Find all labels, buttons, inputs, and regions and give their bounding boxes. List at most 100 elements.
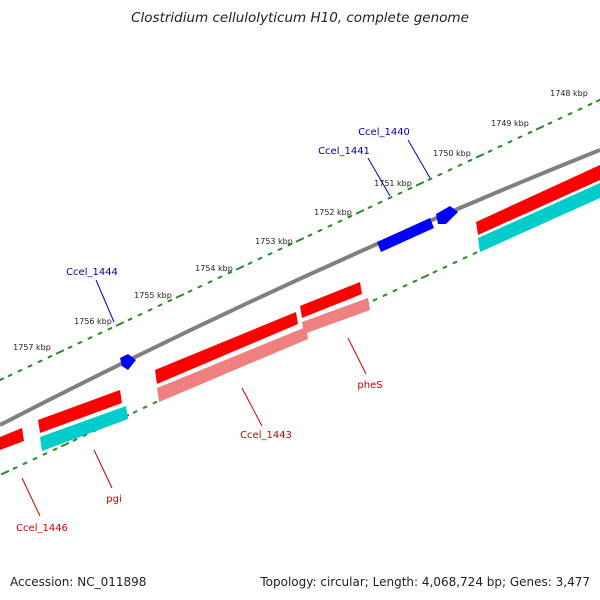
major-tick [295,237,305,243]
minor-tick [257,256,263,261]
gene-feature [300,282,362,318]
minor-tick [442,265,448,269]
gene-feature-ccel1441 [377,218,434,252]
minor-tick [157,303,163,307]
minor-tick [462,256,468,260]
major-tick [475,153,485,159]
minor-tick [227,271,233,275]
minor-tick [457,163,463,167]
major-tick [235,265,245,271]
major-tick [175,293,185,299]
forward-strand-features [0,165,600,451]
minor-tick [347,214,353,219]
gene-feature [38,390,122,433]
minor-tick [167,299,173,303]
minor-tick [207,280,213,284]
minor-tick [327,224,333,228]
minor-tick [147,308,153,312]
accession-text: Accession: NC_011898 [10,575,146,589]
minor-tick [577,107,583,111]
minor-tick [77,341,83,345]
minor-tick [567,112,573,116]
tick-label: 1753 kbp [255,237,293,246]
tick-label: 1755 kbp [134,291,172,300]
minor-tick [387,196,393,200]
tick-label: 1750 kbp [433,149,471,158]
gene-label-pgi: pgi [106,494,121,505]
minor-tick [152,401,158,405]
major-tick [595,98,600,103]
minor-tick [392,288,398,293]
major-tick [60,442,70,448]
minor-tick [32,457,38,461]
minor-tick [142,405,148,409]
gene-feature-ccel1440 [436,206,458,224]
gene-label-ccel1441: Ccel_1441 [318,146,370,157]
minor-tick [467,158,473,163]
minor-tick [487,149,493,153]
gene-shadow [478,183,600,252]
major-tick [115,321,125,327]
gene-shadow-ccel1443 [157,327,308,402]
tick-labels: 1748 kbp 1749 kbp 1750 kbp 1751 kbp 1752 kbp… [13,89,588,352]
minor-tick [307,233,313,237]
tick-label: 1756 kbp [74,317,112,326]
minor-tick [412,279,418,283]
minor-tick [367,205,373,209]
minor-tick [72,438,78,442]
gene-feature [476,165,600,235]
minor-tick [42,452,48,456]
minor-tick [372,298,378,302]
minor-tick [377,200,383,205]
leader-lines [21,139,431,517]
minor-tick [432,270,438,274]
genome-backbone [0,148,600,427]
minor-tick [47,355,53,359]
minor-tick [317,228,323,233]
minor-tick [217,275,223,279]
tick-label: 1749 kbp [491,119,529,128]
major-tick [535,125,545,131]
gene-feature [155,312,298,384]
minor-tick [22,461,28,465]
tick-dots [0,98,600,476]
minor-tick [82,433,88,437]
minor-tick [337,219,343,223]
minor-tick [547,121,553,125]
minor-tick [447,168,453,172]
minor-tick [527,130,533,135]
gene-label-ccel1443: Ccel_1443 [240,430,292,441]
minor-tick [382,293,388,297]
plus-strand-features [120,206,458,370]
major-tick [415,181,425,187]
minor-tick [287,242,293,247]
minor-tick [497,144,503,149]
minor-tick [127,317,133,321]
minor-tick [137,313,143,317]
minor-tick [427,177,433,181]
major-tick [55,349,65,355]
minor-tick [12,466,18,470]
tick-label: 1748 kbp [550,89,588,98]
minor-tick [52,447,58,451]
minor-tick [402,284,408,288]
minor-tick [247,261,253,265]
minor-tick [27,364,33,368]
minor-tick [437,172,443,177]
minor-tick [517,135,523,139]
minor-tick [67,345,73,349]
gene-label-ccel1446: Ccel_1446 [16,523,68,534]
minor-tick [132,410,138,414]
minor-tick [17,369,23,373]
tick-label: 1752 kbp [314,208,352,217]
tick-label: 1757 kbp [13,343,51,352]
minor-tick [557,116,563,121]
major-tick [420,274,430,279]
minor-tick [37,359,43,363]
gene-label-ccel1440: Ccel_1440 [358,127,410,138]
minor-tick [197,285,203,289]
minor-tick [587,102,593,107]
minor-tick [507,140,513,144]
genome-stats-text: Topology: circular; Length: 4,068,724 bp… [259,575,590,589]
